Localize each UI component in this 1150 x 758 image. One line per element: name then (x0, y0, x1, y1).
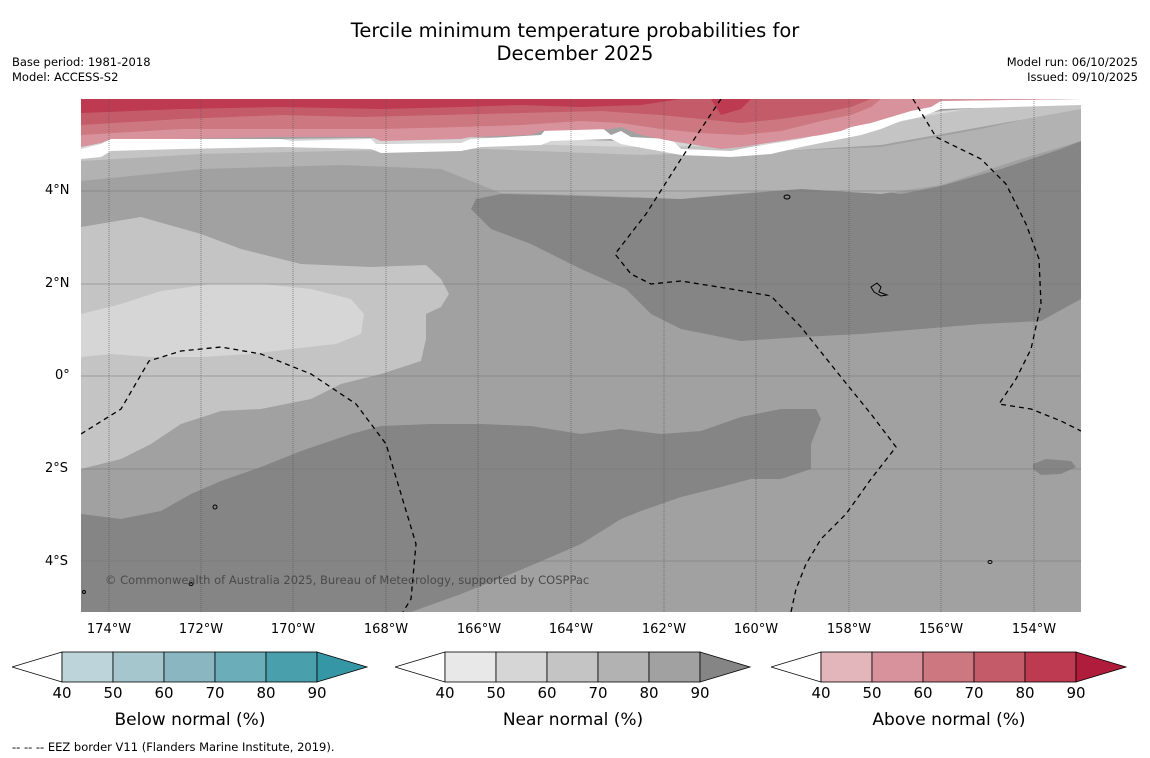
x-tick-154w: 154°W (1011, 622, 1057, 637)
near-normal-colorbar-max-arrow (699, 651, 752, 683)
above-normal-colorbar-tick: 70 (964, 684, 984, 702)
meta-left: Base period: 1981-2018 Model: ACCESS-S2 (12, 55, 151, 85)
eez-borders (81, 99, 1081, 612)
eez-border-central (614, 99, 897, 612)
below-normal-colorbar-tick: 50 (103, 684, 123, 702)
near-normal-colorbar (393, 650, 753, 688)
x-tick-170w: 170°W (270, 622, 316, 637)
above-normal-colorbar-segment (922, 651, 975, 683)
base-period: Base period: 1981-2018 (12, 55, 151, 69)
eez-border-west (81, 346, 417, 612)
above-normal-colorbar-tick: 80 (1015, 684, 1035, 702)
above-normal-colorbar-segment (1024, 651, 1077, 683)
below-normal-colorbar-min-arrow (10, 651, 63, 683)
x-tick-156w: 156°W (918, 622, 964, 637)
below-normal-colorbar-tick: 70 (205, 684, 225, 702)
title-line-1: Tercile minimum temperature probabilitie… (350, 19, 800, 42)
x-tick-166w: 166°W (456, 622, 502, 637)
near-normal-colorbar-tick: 70 (588, 684, 608, 702)
near-normal-colorbar-svg (393, 651, 752, 683)
near-normal-colorbar-segment (495, 651, 548, 683)
title-line-2: December 2025 (496, 42, 654, 65)
y-tick-0: 0° (55, 368, 70, 383)
near-normal-colorbar-min-arrow (393, 651, 446, 683)
near-normal-colorbar-segment (597, 651, 650, 683)
below-normal-colorbar-tick: 60 (154, 684, 174, 702)
above-normal-colorbar-tick: 40 (811, 684, 831, 702)
y-tick-4s: 4°S (45, 554, 69, 569)
island-2 (870, 282, 889, 297)
near-normal-colorbar-segment (546, 651, 599, 683)
above-normal-colorbar-tick: 90 (1066, 684, 1086, 702)
graticule-longitude (108, 99, 1035, 612)
below-normal-colorbar-tick: 90 (307, 684, 327, 702)
below-normal-colorbar-segment (265, 651, 318, 683)
x-tick-172w: 172°W (178, 622, 224, 637)
near-normal-colorbar-tick: 80 (639, 684, 659, 702)
x-tick-164w: 164°W (548, 622, 594, 637)
above-normal-colorbar-svg (769, 651, 1128, 683)
below-normal-colorbar (10, 650, 370, 688)
below-normal-colorbar-max-arrow (316, 651, 369, 683)
y-tick-2s: 2°S (45, 461, 69, 476)
island-6 (82, 590, 86, 594)
near-normal-colorbar-segment (648, 651, 701, 683)
near-normal-colorbar-tick: 40 (435, 684, 455, 702)
island-1 (783, 194, 791, 200)
near-normal-50-60-region (81, 284, 364, 357)
below-normal-colorbar-label: Below normal (%) (114, 710, 266, 730)
near-normal-80-90-patch-east (1033, 459, 1076, 475)
eez-border-east (912, 99, 1081, 432)
x-tick-168w: 168°W (363, 622, 409, 637)
near-normal-colorbar-tick: 90 (690, 684, 710, 702)
near-normal-60-70-north-band (81, 107, 1081, 199)
below-normal-colorbar-segment (61, 651, 114, 683)
below-normal-colorbar-segment (214, 651, 267, 683)
y-tick-2n: 2°N (45, 276, 70, 291)
graticule-latitude (81, 190, 1081, 562)
below-normal-colorbar-tick: 40 (52, 684, 72, 702)
below-normal-colorbar-tick: 80 (256, 684, 276, 702)
below-normal-colorbar-svg (10, 651, 369, 683)
x-tick-174w: 174°W (86, 622, 132, 637)
above-normal-80-90-region (81, 99, 751, 115)
y-tick-4n: 4°N (45, 183, 70, 198)
above-normal-colorbar-min-arrow (769, 651, 822, 683)
model-name: Model: ACCESS-S2 (12, 70, 119, 84)
island-3 (212, 504, 218, 510)
copyright-notice: © Commonwealth of Australia 2025, Bureau… (105, 573, 590, 587)
issued-date: Issued: 09/10/2025 (1027, 70, 1138, 84)
above-normal-colorbar-tick: 60 (913, 684, 933, 702)
eez-legend-footer: -- -- -- EEZ border V11 (Flanders Marine… (12, 740, 335, 754)
above-normal-colorbar-segment (871, 651, 924, 683)
probability-map (81, 99, 1081, 612)
near-normal-colorbar-segment (444, 651, 497, 683)
islands (82, 194, 993, 594)
island-4 (188, 582, 194, 586)
above-normal-colorbar-segment (820, 651, 873, 683)
near-normal-colorbar-tick: 60 (537, 684, 557, 702)
below-normal-colorbar-segment (112, 651, 165, 683)
map-title: Tercile minimum temperature probabilitie… (300, 19, 850, 65)
above-normal-colorbar (769, 650, 1129, 688)
x-tick-160w: 160°W (733, 622, 779, 637)
above-normal-colorbar-segment (973, 651, 1026, 683)
above-normal-colorbar-max-arrow (1075, 651, 1128, 683)
x-tick-162w: 162°W (641, 622, 687, 637)
meta-right: Model run: 06/10/2025 Issued: 09/10/2025 (1007, 55, 1138, 85)
near-normal-colorbar-tick: 50 (486, 684, 506, 702)
below-normal-colorbar-segment (163, 651, 216, 683)
x-tick-158w: 158°W (826, 622, 872, 637)
island-5 (987, 560, 993, 564)
model-run: Model run: 06/10/2025 (1006, 55, 1138, 69)
above-normal-colorbar-tick: 50 (862, 684, 882, 702)
near-normal-colorbar-label: Near normal (%) (502, 710, 644, 730)
map-svg (81, 99, 1081, 612)
above-normal-colorbar-label: Above normal (%) (872, 710, 1026, 730)
